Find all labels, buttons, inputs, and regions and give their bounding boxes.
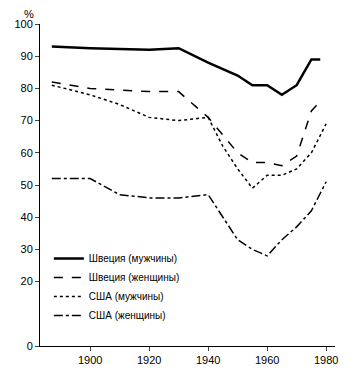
svg-text:1960: 1960	[255, 354, 279, 366]
svg-text:20: 20	[21, 275, 33, 287]
svg-text:30: 30	[21, 243, 33, 255]
svg-text:США (женщины): США (женщины)	[89, 310, 166, 321]
svg-text:США (мужчины): США (мужчины)	[89, 291, 164, 302]
svg-text:60: 60	[21, 147, 33, 159]
svg-text:1980: 1980	[314, 354, 338, 366]
svg-text:50: 50	[21, 179, 33, 191]
svg-text:70: 70	[21, 114, 33, 126]
svg-text:90: 90	[21, 50, 33, 62]
svg-text:1940: 1940	[196, 354, 220, 366]
svg-text:Швеция (женщины): Швеция (женщины)	[89, 272, 179, 283]
svg-text:Швеция (мужчины): Швеция (мужчины)	[89, 253, 177, 264]
svg-text:1900: 1900	[78, 354, 102, 366]
svg-text:%: %	[24, 8, 34, 20]
svg-text:40: 40	[21, 211, 33, 223]
svg-text:100: 100	[14, 18, 32, 30]
svg-text:1920: 1920	[137, 354, 161, 366]
svg-text:80: 80	[21, 82, 33, 94]
svg-text:0: 0	[27, 340, 33, 352]
